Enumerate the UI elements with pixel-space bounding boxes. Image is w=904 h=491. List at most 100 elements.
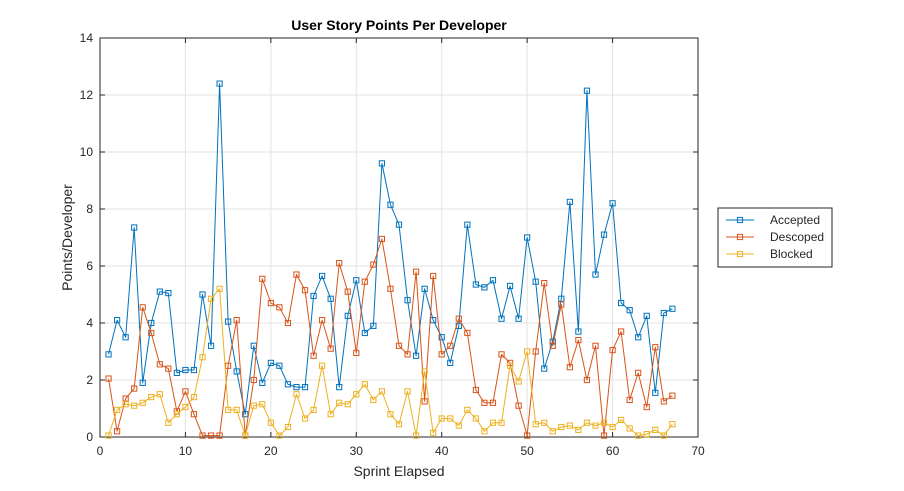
data-point-descoped — [225, 362, 232, 369]
data-point-descoped — [165, 365, 172, 372]
data-point-accepted — [489, 277, 497, 284]
data-point-accepted — [438, 334, 445, 341]
data-point-accepted — [165, 289, 172, 297]
data-point-descoped — [412, 268, 420, 275]
data-point-accepted — [113, 317, 121, 324]
x-tick-label: 30 — [350, 444, 364, 458]
data-point-blocked — [148, 394, 155, 401]
data-point-descoped — [276, 304, 283, 311]
y-tick-label: 2 — [86, 373, 93, 387]
data-point-accepted — [327, 295, 334, 302]
data-point-accepted — [583, 87, 591, 94]
data-point-blocked — [259, 401, 266, 408]
data-point-descoped — [643, 403, 650, 411]
data-point-blocked — [566, 422, 573, 429]
data-point-descoped — [430, 272, 437, 280]
data-point-descoped — [131, 385, 138, 392]
data-point-blocked — [489, 419, 497, 426]
data-point-accepted — [506, 282, 514, 290]
legend-label: Blocked — [770, 247, 813, 261]
data-point-blocked — [216, 285, 223, 292]
data-point-accepted — [284, 381, 292, 388]
x-tick-label: 40 — [435, 444, 449, 458]
data-point-blocked — [609, 423, 616, 431]
data-point-blocked — [207, 295, 215, 302]
y-tick-label: 12 — [80, 88, 94, 102]
data-point-descoped — [370, 261, 377, 268]
data-point-accepted — [652, 389, 659, 396]
data-point-blocked — [165, 419, 172, 426]
data-point-blocked — [464, 406, 471, 414]
series-line-descoped — [108, 238, 673, 437]
data-point-blocked — [242, 432, 249, 439]
data-point-descoped — [498, 351, 505, 358]
x-tick-label: 60 — [606, 444, 620, 458]
legend-marker — [736, 233, 744, 241]
data-point-accepted — [336, 384, 343, 391]
data-point-descoped — [378, 235, 386, 243]
x-tick-label: 50 — [520, 444, 534, 458]
y-tick-label: 8 — [86, 202, 93, 216]
data-point-accepted — [592, 271, 599, 278]
data-point-accepted — [182, 366, 189, 374]
data-point-blocked — [267, 419, 274, 426]
data-point-descoped — [353, 349, 360, 357]
data-point-accepted — [131, 224, 138, 231]
data-point-blocked — [541, 419, 548, 426]
data-point-descoped — [319, 317, 326, 324]
data-point-accepted — [447, 359, 454, 366]
data-point-descoped — [207, 432, 215, 439]
legend-marker — [736, 250, 744, 258]
data-point-descoped — [447, 342, 454, 349]
data-point-descoped — [259, 275, 266, 282]
data-point-accepted — [600, 231, 608, 238]
data-point-blocked — [378, 388, 386, 395]
series-group — [105, 80, 676, 439]
data-point-accepted — [404, 297, 411, 304]
data-point-accepted — [472, 281, 479, 288]
y-tick-label: 14 — [80, 31, 94, 45]
data-point-accepted — [378, 160, 386, 167]
legend-item-descoped: Descoped — [726, 230, 824, 244]
data-point-descoped — [113, 428, 121, 435]
data-point-descoped — [404, 351, 411, 358]
data-point-blocked — [532, 421, 539, 428]
legend-label: Accepted — [770, 213, 820, 227]
data-point-blocked — [430, 429, 437, 436]
data-point-accepted — [532, 278, 539, 285]
series-accepted — [105, 80, 676, 418]
data-point-accepted — [498, 315, 505, 322]
data-point-descoped — [660, 398, 667, 405]
data-point-accepted — [660, 309, 667, 317]
data-point-accepted — [319, 272, 326, 280]
data-point-descoped — [284, 319, 292, 327]
data-point-accepted — [148, 319, 155, 327]
data-point-descoped — [481, 399, 488, 406]
data-point-blocked — [310, 406, 317, 414]
data-point-descoped — [336, 260, 343, 267]
data-point-accepted — [361, 329, 368, 337]
data-point-blocked — [498, 419, 505, 426]
data-point-blocked — [353, 391, 360, 398]
data-point-blocked — [481, 428, 488, 435]
data-point-descoped — [190, 411, 198, 418]
x-tick-label: 0 — [97, 444, 104, 458]
y-tick-label: 0 — [86, 430, 93, 444]
data-point-descoped — [182, 388, 189, 395]
data-point-descoped — [669, 392, 676, 399]
data-point-blocked — [173, 411, 180, 418]
data-point-blocked — [643, 431, 650, 438]
data-point-accepted — [199, 291, 206, 298]
data-point-descoped — [293, 271, 300, 278]
data-point-descoped — [626, 396, 633, 404]
data-point-accepted — [173, 369, 180, 376]
data-point-descoped — [532, 348, 539, 355]
data-point-descoped — [635, 369, 642, 376]
data-point-descoped — [558, 301, 565, 308]
data-point-accepted — [387, 201, 394, 208]
data-point-accepted — [643, 312, 650, 319]
data-point-accepted — [216, 80, 223, 87]
data-point-accepted — [293, 384, 300, 391]
data-point-blocked — [105, 432, 112, 439]
